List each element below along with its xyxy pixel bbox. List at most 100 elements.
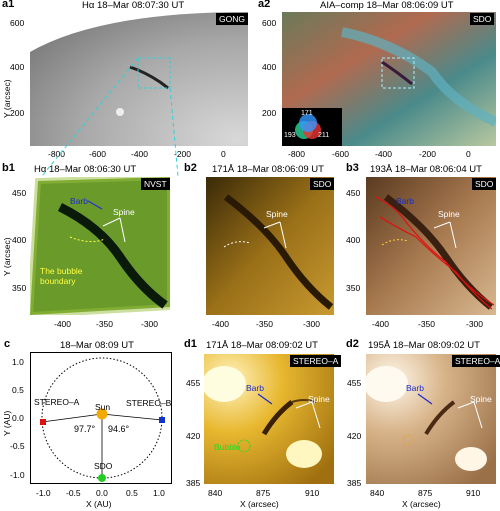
b2-xtick: -300 <box>303 319 321 329</box>
badge-sdo-a2: SDO <box>470 13 495 25</box>
a1-ytick: 600 <box>10 18 25 28</box>
spine-arrows-b3 <box>433 221 457 249</box>
d2-xtick: 875 <box>418 488 433 498</box>
panel-title-a1: Hα 18–Mar 08:07:30 UT <box>82 0 185 11</box>
a2-xtick: -600 <box>332 149 350 159</box>
d1-xtick: 910 <box>305 488 320 498</box>
a2-xtick: -400 <box>375 149 393 159</box>
a2-xtick: -800 <box>288 149 306 159</box>
c-xtick: 0.5 <box>126 488 138 498</box>
angle-94-label: 94.6° <box>108 424 130 434</box>
aia-171-image <box>206 177 334 315</box>
panel-label-b3: b3 <box>346 162 359 174</box>
d2-xlabel: X (arcsec) <box>402 499 441 509</box>
c-xtick: 0.0 <box>96 488 108 498</box>
euvi-171-image <box>204 354 334 484</box>
d2-ytick: 385 <box>347 478 362 488</box>
spine-label-d2: Spine <box>470 394 492 404</box>
b1-ylabel: Y (arcsec) <box>2 237 12 276</box>
b3-ytick: 450 <box>346 188 361 198</box>
a1-xtick: -400 <box>131 149 149 159</box>
zoom-connector-lines <box>41 57 179 177</box>
c-xtick: -0.5 <box>66 488 81 498</box>
c-xtick: 1.0 <box>153 488 165 498</box>
c-ytick: 1.0 <box>12 357 24 367</box>
a1-ytick: 400 <box>10 62 25 72</box>
bubble-boundary-label: The bubble boundary <box>40 266 83 286</box>
a2-xtick: 0 <box>466 149 471 159</box>
panel-label-a1: a1 <box>2 0 15 10</box>
wheel-label-193: 193 <box>284 132 296 139</box>
panel-label-d1: d1 <box>184 338 197 350</box>
badge-sdo-b2: SDO <box>310 178 335 190</box>
panel-title-d2: 195Å 18–Mar 08:09:02 UT <box>368 340 480 351</box>
spine-label-d1: Spine <box>308 394 330 404</box>
spine-label-b2: Spine <box>266 209 288 219</box>
halpha-nvst-image <box>30 177 170 315</box>
sun-marker <box>96 408 108 420</box>
d2-ytick: 420 <box>347 431 362 441</box>
a2-ytick: 400 <box>262 62 277 72</box>
a2-ytick: 600 <box>262 18 277 28</box>
b1-ytick: 400 <box>12 235 27 245</box>
panel-label-a2: a2 <box>258 0 271 10</box>
barb-label-d2: Barb <box>406 383 424 393</box>
b3-xtick: -300 <box>466 319 484 329</box>
d2-xtick: 840 <box>370 488 385 498</box>
d2-xtick: 910 <box>466 488 481 498</box>
b3-ytick: 350 <box>346 283 361 293</box>
a2-xtick: -200 <box>419 149 437 159</box>
d2-ytick: 455 <box>347 378 362 388</box>
b3-ytick: 400 <box>346 235 361 245</box>
orbit-diagram <box>30 352 172 484</box>
stereo-a-marker <box>40 419 46 425</box>
b1-xtick: -350 <box>96 319 114 329</box>
spine-arrows-b1 <box>102 217 126 243</box>
c-xlabel: X (AU) <box>86 499 112 509</box>
a1-xtick: -200 <box>174 149 192 159</box>
a1-xtick: 0 <box>221 149 226 159</box>
sdo-label: SDO <box>94 461 113 471</box>
barb-arrow-d2 <box>417 393 433 405</box>
stereo-a-label: STEREO–A <box>34 397 80 407</box>
badge-stereo-a-d2: STEREO–A <box>452 355 500 367</box>
wheel-label-211: 211 <box>318 132 330 139</box>
bubble-label-d1: Bubble <box>214 442 241 452</box>
aia-193-image <box>366 177 496 315</box>
d1-xtick: 875 <box>256 488 271 498</box>
b3-xtick: -350 <box>418 319 436 329</box>
euvi-195-image <box>366 354 496 484</box>
barb-label-b3: Barb <box>396 196 414 206</box>
d1-ytick: 455 <box>186 378 201 388</box>
c-ytick: -0.5 <box>10 441 25 451</box>
b2-xtick: -350 <box>256 319 274 329</box>
panel-title-b2: 171Å 18–Mar 08:06:09 UT <box>212 164 324 175</box>
aia-composite-image <box>282 12 496 146</box>
c-ylabel: Y (AU) <box>2 410 12 436</box>
d1-ytick: 385 <box>186 478 201 488</box>
spine-label-b1: Spine <box>113 207 135 217</box>
panel-title-c: 18–Mar 08:09 UT <box>60 340 134 351</box>
wheel-label-171: 171 <box>301 110 313 117</box>
a1-xtick: -600 <box>89 149 107 159</box>
spine-arrows-b2 <box>263 221 287 249</box>
barb-label-b1: Barb <box>70 196 88 206</box>
b1-xtick: -300 <box>141 319 159 329</box>
a1-ytick: 200 <box>10 108 25 118</box>
c-ytick: -1.0 <box>10 470 25 480</box>
barb-label-d1: Barb <box>246 383 264 393</box>
badge-sdo-b3: SDO <box>472 178 497 190</box>
badge-gong: GONG <box>216 13 248 25</box>
sun-label: Sun <box>95 402 111 412</box>
panel-label-b2: b2 <box>184 162 197 174</box>
badge-stereo-a-d1: STEREO–A <box>290 355 342 367</box>
sdo-marker <box>98 474 106 482</box>
panel-title-b1: Hα 18–Mar 08:06:30 UT <box>34 164 137 175</box>
c-ytick: 0.5 <box>12 385 24 395</box>
spine-arrows-d2 <box>457 401 483 429</box>
a2-ytick: 200 <box>262 108 277 118</box>
b2-xtick: -400 <box>212 319 230 329</box>
badge-nvst: NVST <box>141 178 170 190</box>
b1-ytick: 450 <box>12 188 27 198</box>
b1-xtick: -400 <box>54 319 72 329</box>
